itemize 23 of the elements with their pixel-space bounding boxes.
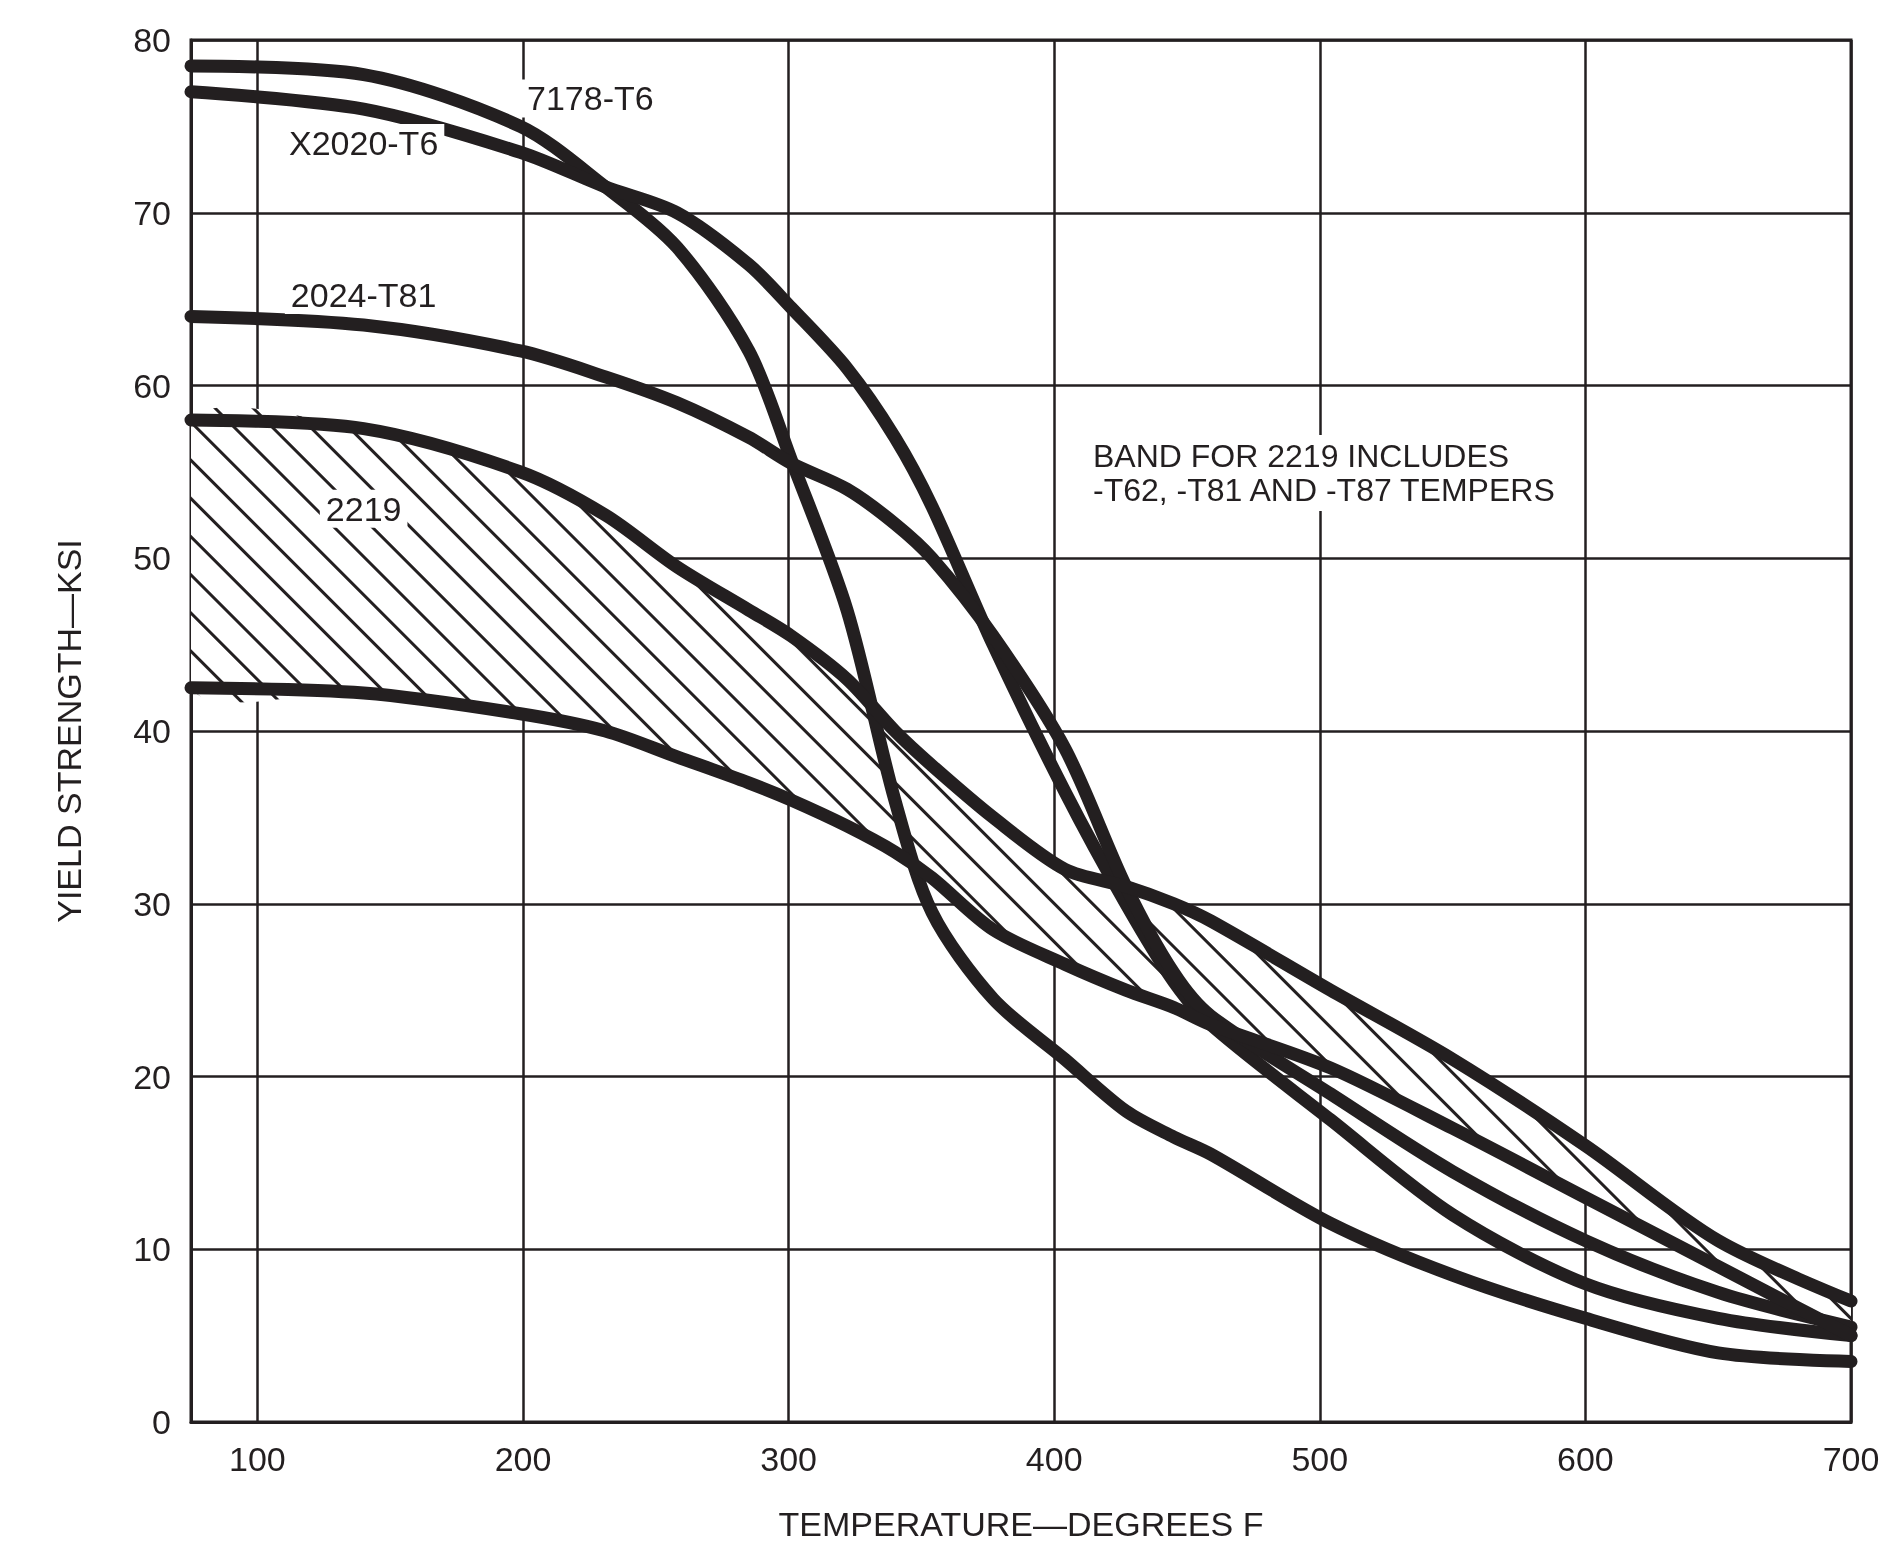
y-tick-label: 10	[133, 1230, 171, 1269]
y-tick-label: 80	[133, 21, 171, 59]
annotation: BAND FOR 2219 INCLUDES -T62, -T81 AND -T87 TEMPERS	[1093, 438, 1555, 508]
x-tick-label: 700	[1822, 1440, 1880, 1478]
y-tick-label: 60	[133, 366, 171, 405]
series-label: 7178-T6	[527, 79, 654, 118]
x-tick-label: 200	[494, 1440, 552, 1478]
y-tick-label: 50	[133, 539, 171, 578]
y-tick-label: 70	[133, 193, 171, 232]
series-label: 2219	[325, 489, 402, 528]
x-tick-label: 100	[229, 1440, 286, 1478]
series-label: 2024-T81	[290, 276, 437, 315]
x-tick-label: 400	[1025, 1440, 1083, 1478]
y-tick-label: 30	[133, 884, 171, 923]
series-label: X2020-T6	[288, 124, 439, 163]
y-tick-label: 20	[133, 1057, 171, 1096]
x-tick-label: 600	[1557, 1440, 1614, 1478]
y-axis-title: YIELD STRENGTH—KSI	[50, 539, 88, 923]
y-tick-label: 40	[133, 712, 171, 750]
x-tick-label: 500	[1291, 1440, 1349, 1478]
x-tick-label: 300	[760, 1440, 817, 1478]
x-axis-title: TEMPERATURE—DEGREES F	[778, 1505, 1264, 1543]
y-tick-label: 0	[152, 1403, 171, 1441]
